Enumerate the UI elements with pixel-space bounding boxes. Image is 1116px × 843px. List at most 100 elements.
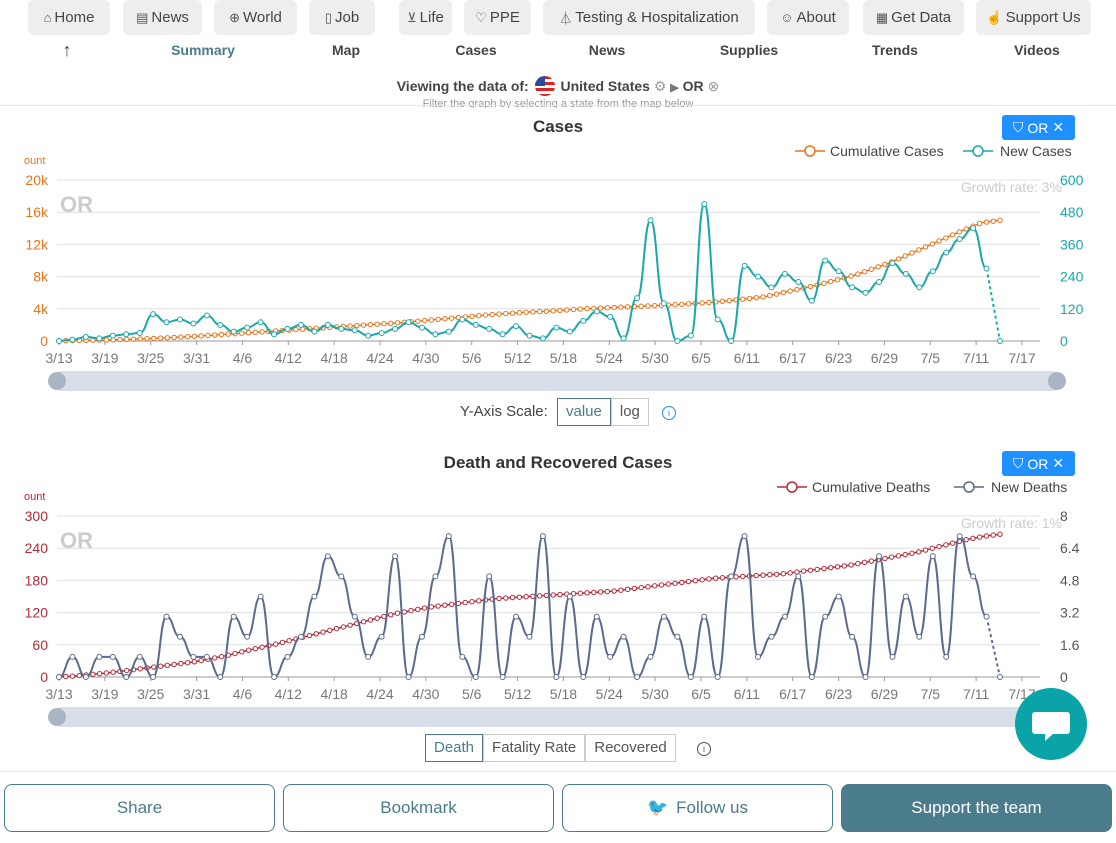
cumulative-point bbox=[807, 283, 814, 290]
new-point bbox=[902, 593, 909, 600]
new-point bbox=[566, 328, 573, 335]
legend-item[interactable]: Cumulative Cases bbox=[830, 143, 944, 159]
cumulative-point bbox=[855, 271, 861, 277]
legend-item[interactable]: Cumulative Deaths bbox=[812, 479, 930, 495]
zoom-handle-right[interactable] bbox=[1048, 372, 1066, 390]
cumulative-point bbox=[503, 595, 509, 601]
nav-news-button[interactable]: ▤ News bbox=[123, 0, 202, 35]
bookmark-button[interactable]: Bookmark bbox=[283, 784, 554, 832]
cumulative-point bbox=[164, 335, 171, 341]
cumulative-point bbox=[692, 577, 699, 584]
new-point bbox=[123, 331, 130, 338]
tab-fatality-rate[interactable]: Fatality Rate bbox=[483, 734, 586, 762]
filter-chip-cases[interactable]: ⛉ OR ✕ bbox=[1002, 115, 1075, 140]
nav-ppe-button[interactable]: ♡ PPE bbox=[464, 0, 531, 35]
new-point bbox=[324, 321, 331, 328]
y-right-tick: 8 bbox=[1060, 508, 1068, 524]
scale-log-button[interactable]: log bbox=[610, 398, 649, 426]
new-point bbox=[997, 338, 1003, 344]
nav-job-button[interactable]: ▯ Job bbox=[309, 0, 375, 35]
new-point bbox=[486, 573, 493, 580]
nav-about-button[interactable]: ☺ About bbox=[767, 0, 849, 35]
cumulative-point bbox=[746, 295, 753, 302]
tab-death[interactable]: Death bbox=[425, 734, 484, 762]
tab-recovered[interactable]: Recovered bbox=[585, 734, 676, 762]
zoom-slider-track[interactable] bbox=[52, 371, 1062, 391]
new-point bbox=[513, 613, 520, 620]
cumulative-point bbox=[557, 591, 563, 598]
gear-icon[interactable]: ⚙ bbox=[653, 78, 667, 94]
x-tick-label: 5/24 bbox=[596, 350, 623, 366]
nav-home-button[interactable]: ⌂ Home bbox=[28, 0, 110, 35]
subnav-news[interactable]: News bbox=[588, 42, 626, 58]
country-name[interactable]: United States bbox=[560, 78, 650, 94]
cumulative-point bbox=[976, 534, 983, 540]
state-name[interactable]: OR bbox=[682, 78, 704, 94]
info-icon[interactable]: i bbox=[697, 742, 711, 756]
cumulative-point bbox=[740, 296, 746, 302]
cumulative-point bbox=[523, 594, 529, 600]
cumulative-point bbox=[374, 321, 380, 327]
zoom-slider-track[interactable] bbox=[52, 707, 1062, 727]
back-arrow-icon[interactable]: ↑ bbox=[62, 40, 72, 60]
zoom-handle-left[interactable] bbox=[48, 372, 66, 390]
new-point bbox=[297, 321, 304, 328]
new-point bbox=[822, 613, 829, 620]
follow-us-button[interactable]: 🐦 Follow us bbox=[562, 784, 833, 832]
nav-world-button[interactable]: ⊕ World bbox=[214, 0, 297, 35]
y-left-tick: 180 bbox=[25, 572, 49, 588]
zoom-handle-left[interactable] bbox=[48, 708, 66, 726]
filter-icon: ⛉ bbox=[1012, 119, 1024, 135]
new-point bbox=[580, 674, 587, 680]
legend-swatch bbox=[963, 481, 975, 493]
new-point bbox=[176, 316, 183, 323]
legend-item[interactable]: New Deaths bbox=[991, 479, 1067, 495]
new-point bbox=[647, 653, 654, 660]
cumulative-point bbox=[665, 581, 671, 587]
new-point bbox=[768, 633, 775, 640]
scale-value-button[interactable]: value bbox=[557, 398, 611, 426]
cumulative-point bbox=[381, 321, 387, 327]
cumulative-point bbox=[252, 329, 259, 336]
divider bbox=[0, 105, 1116, 106]
cumulative-point bbox=[306, 632, 313, 639]
nav-life-button[interactable]: ⊻ Life bbox=[399, 0, 452, 35]
new-point bbox=[82, 674, 89, 680]
new-point bbox=[163, 613, 170, 620]
cumulative-point bbox=[861, 268, 868, 275]
state-watermark: OR bbox=[60, 192, 93, 217]
close-icon[interactable]: ✕ bbox=[1052, 119, 1065, 135]
cumulative-point bbox=[367, 321, 374, 328]
legend-item[interactable]: New Cases bbox=[1000, 143, 1072, 159]
filter-chip-deaths[interactable]: ⛉ OR ✕ bbox=[1002, 451, 1075, 476]
legend-swatch bbox=[786, 481, 798, 493]
nav-support-us-button[interactable]: ☝ Support Us bbox=[976, 0, 1091, 35]
cumulative-point bbox=[902, 551, 908, 558]
new-point bbox=[432, 573, 439, 580]
footer-divider bbox=[0, 771, 1116, 772]
cumulative-point bbox=[909, 550, 915, 556]
subnav-summary[interactable]: Summary bbox=[171, 42, 235, 58]
support-team-button[interactable]: Support the team bbox=[841, 784, 1112, 832]
nav-testing-hospitalization-button[interactable]: ⏃ Testing & Hospitalization bbox=[543, 0, 755, 35]
new-point bbox=[123, 674, 130, 680]
chat-button[interactable] bbox=[1015, 688, 1087, 760]
cumulative-point bbox=[151, 335, 157, 342]
close-icon[interactable]: ✕ bbox=[1052, 455, 1065, 471]
cumulative-point bbox=[462, 599, 468, 606]
cumulative-point bbox=[259, 644, 265, 650]
nav-get-data-button[interactable]: ▦ Get Data bbox=[863, 0, 964, 35]
info-icon[interactable]: i bbox=[662, 406, 676, 420]
subnav-supplies[interactable]: Supplies bbox=[719, 42, 779, 58]
cumulative-point bbox=[564, 307, 570, 313]
close-circle-icon[interactable]: ⊗ bbox=[707, 78, 720, 94]
share-button[interactable]: Share bbox=[4, 784, 275, 832]
subnav-videos[interactable]: Videos bbox=[1014, 42, 1060, 58]
cumulative-point bbox=[435, 316, 441, 323]
subnav-trends[interactable]: Trends bbox=[872, 42, 918, 58]
subnav-cases[interactable]: Cases bbox=[455, 42, 497, 58]
new-point bbox=[593, 308, 600, 315]
filter-chip-label: OR bbox=[1027, 455, 1049, 472]
document-icon: ▯ bbox=[324, 9, 332, 25]
subnav-map[interactable]: Map bbox=[332, 42, 360, 58]
